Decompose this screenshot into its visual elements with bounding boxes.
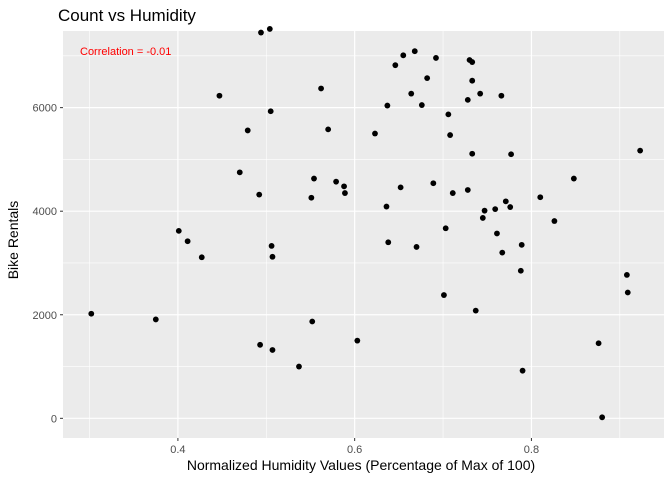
data-point <box>269 347 276 353</box>
data-point <box>266 26 273 32</box>
x-axis-title: Normalized Humidity Values (Percentage o… <box>187 457 535 473</box>
data-point <box>494 230 500 237</box>
data-point <box>498 92 505 99</box>
data-point <box>518 241 525 248</box>
data-point <box>623 271 630 278</box>
data-point <box>595 340 602 347</box>
y-tick-label: 4000 <box>33 206 57 218</box>
data-point <box>333 178 340 185</box>
y-axis-title: Bike Rentals <box>5 201 21 280</box>
x-axis-ticks: 0.4 0.6 0.8 <box>170 438 539 456</box>
data-point <box>384 102 391 109</box>
data-point <box>269 253 276 260</box>
y-tick-label: 6000 <box>33 103 57 115</box>
data-point <box>385 239 392 246</box>
data-point <box>309 318 316 325</box>
data-point <box>413 244 420 250</box>
y-tick-label: 0 <box>51 413 57 425</box>
data-point <box>408 90 415 97</box>
data-point <box>433 55 439 61</box>
plot-panel <box>63 31 664 438</box>
data-point <box>517 267 524 274</box>
data-point <box>507 204 514 210</box>
data-point <box>311 175 317 182</box>
data-point <box>341 183 347 190</box>
data-point <box>342 190 348 196</box>
data-point <box>397 184 404 191</box>
data-point <box>392 62 399 69</box>
data-point <box>481 207 488 214</box>
data-point <box>430 180 437 187</box>
data-point <box>449 190 456 196</box>
data-point <box>537 194 544 201</box>
data-point <box>88 310 95 317</box>
data-point <box>637 147 644 154</box>
x-tick-label: 0.8 <box>524 444 539 456</box>
data-points <box>88 26 644 421</box>
data-point <box>469 59 476 65</box>
data-point <box>551 218 558 224</box>
data-point <box>256 191 263 198</box>
y-tick-label: 2000 <box>33 310 57 322</box>
data-point <box>236 169 243 176</box>
data-point <box>216 92 223 99</box>
data-point <box>599 414 606 421</box>
data-point <box>258 29 264 36</box>
data-point <box>400 52 407 59</box>
data-point <box>472 307 479 314</box>
data-point <box>519 367 526 374</box>
data-point <box>296 363 302 370</box>
data-point <box>447 132 454 138</box>
data-point <box>268 242 275 249</box>
data-point <box>244 127 251 134</box>
data-point <box>469 150 476 157</box>
data-point <box>441 292 447 298</box>
data-point <box>445 111 452 118</box>
data-point <box>267 108 274 115</box>
correlation-annotation: Correlation = -0.01 <box>80 46 171 58</box>
data-point <box>318 85 324 92</box>
data-point <box>198 254 205 261</box>
data-point <box>411 48 418 55</box>
major-gridlines <box>63 31 664 438</box>
y-axis-ticks: 0 2000 4000 6000 <box>33 103 63 425</box>
data-point <box>184 238 191 245</box>
x-tick-label: 0.6 <box>347 444 362 456</box>
data-point <box>502 198 509 205</box>
data-point <box>479 215 486 221</box>
data-point <box>499 249 506 256</box>
data-point <box>372 130 378 137</box>
data-point <box>152 316 159 323</box>
data-point <box>308 194 315 201</box>
data-point <box>383 203 390 210</box>
data-point <box>418 102 425 108</box>
data-point <box>424 75 431 82</box>
data-point <box>325 126 332 133</box>
data-point <box>508 151 514 158</box>
x-tick-label: 0.4 <box>170 444 185 456</box>
data-point <box>492 206 499 213</box>
data-point <box>257 341 263 348</box>
data-point <box>175 227 182 234</box>
data-point <box>354 337 361 344</box>
data-point <box>570 175 577 182</box>
data-point <box>464 187 471 193</box>
data-point <box>624 289 631 296</box>
data-point <box>442 225 449 232</box>
chart-title: Count vs Humidity <box>58 6 196 25</box>
data-point <box>469 77 476 84</box>
minor-gridlines <box>63 31 664 438</box>
data-point <box>477 90 484 97</box>
data-point <box>464 96 471 103</box>
